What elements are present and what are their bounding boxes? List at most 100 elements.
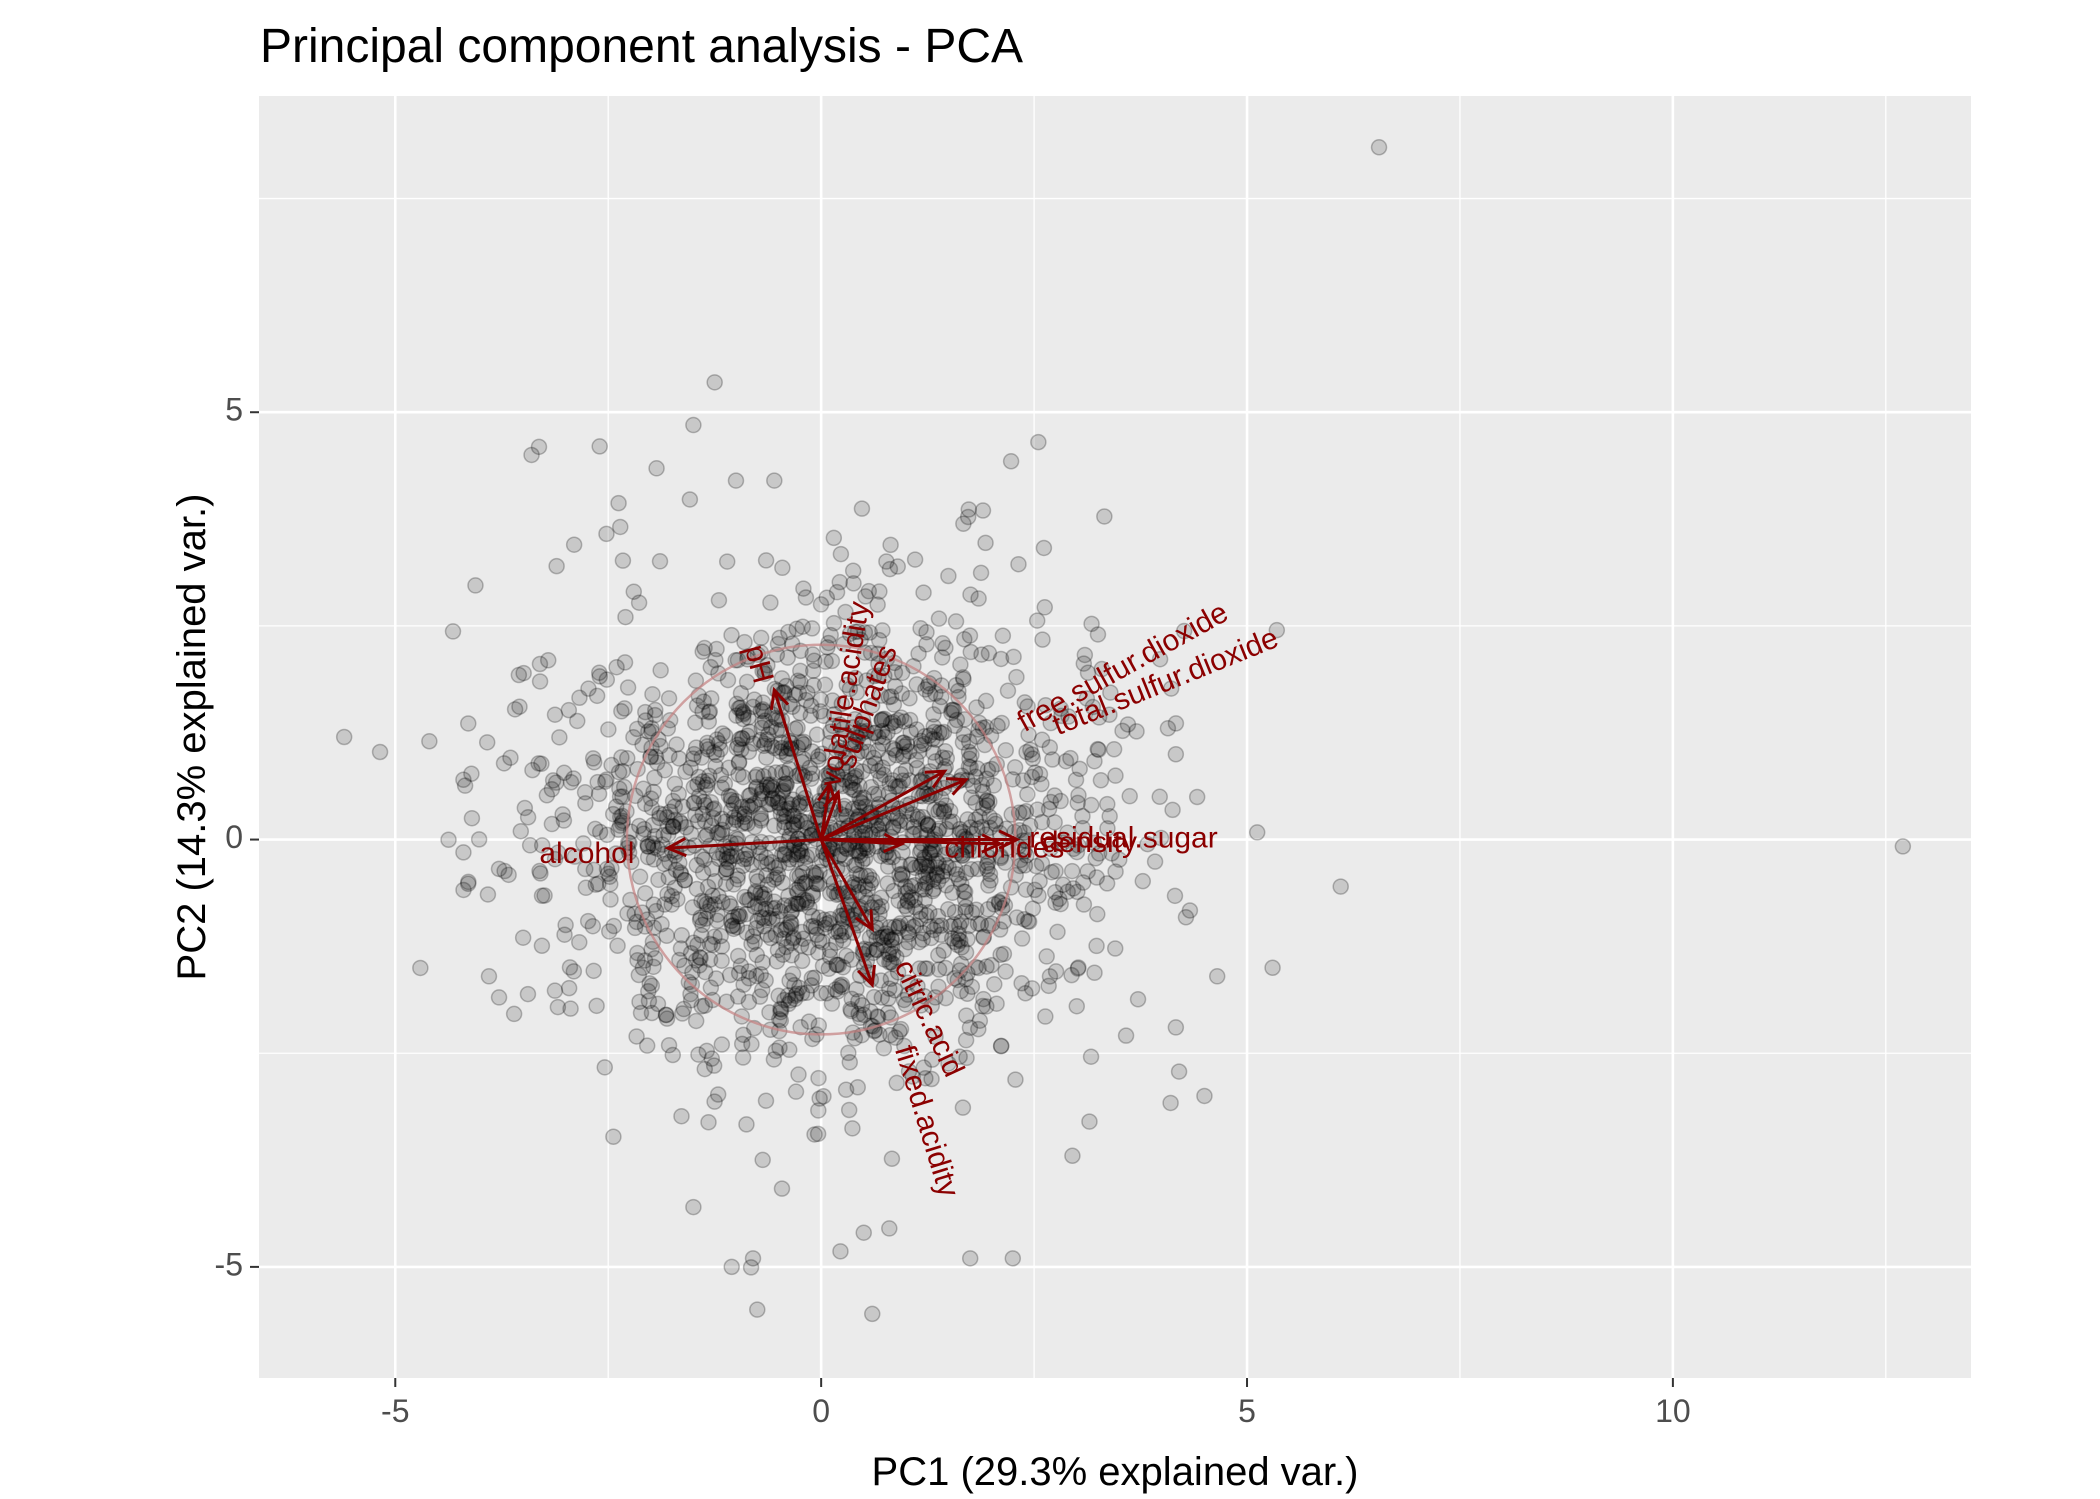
scatter-point (645, 896, 663, 913)
scatter-point (776, 991, 793, 1009)
scatter-point (804, 765, 821, 783)
scatter-point (826, 755, 843, 773)
scatter-point (717, 864, 735, 881)
scatter-point (612, 518, 629, 536)
arrowhead (998, 829, 1021, 850)
scatter-point (611, 817, 629, 834)
scatter-point (1079, 664, 1097, 682)
scatter-point (791, 797, 809, 815)
scatter-point (658, 1006, 675, 1024)
scatter-point (993, 714, 1010, 732)
scatter-point (700, 1114, 717, 1131)
scatter-point (946, 717, 964, 735)
scatter-point (845, 719, 862, 736)
scatter-point (666, 811, 684, 829)
scatter-point (571, 934, 588, 951)
scatter-point (706, 896, 723, 913)
scatter-point (923, 1070, 940, 1088)
scatter-point (916, 728, 934, 745)
scatter-point (941, 813, 958, 830)
scatter-point (754, 714, 771, 732)
scatter-point (987, 815, 1004, 833)
scatter-point (959, 508, 977, 526)
variable-label: chlorides (944, 832, 1064, 865)
scatter-point (708, 970, 725, 987)
scatter-point (505, 1005, 523, 1023)
scatter-point (733, 798, 751, 816)
scatter-point (1026, 764, 1044, 781)
scatter-point (822, 763, 840, 780)
scatter-point (851, 789, 868, 807)
scatter-point (944, 813, 961, 830)
scatter-point (638, 1037, 656, 1054)
scatter-point (609, 937, 626, 954)
scatter-point (772, 1003, 789, 1021)
scatter-point (696, 963, 714, 981)
scatter-point (1105, 740, 1123, 758)
scatter-point (921, 857, 938, 874)
scatter-point (933, 688, 950, 706)
scatter-point (770, 857, 788, 874)
scatter-point (797, 589, 815, 606)
scatter-point (694, 916, 711, 934)
scatter-point (1042, 793, 1060, 811)
scatter-point (952, 982, 969, 1000)
scatter-point (617, 608, 634, 626)
scatter-point (853, 996, 871, 1014)
scatter-point (1099, 795, 1116, 813)
scatter-point (1033, 855, 1051, 872)
scatter-point (695, 851, 713, 868)
scatter-point (1076, 646, 1094, 664)
scatter-point (800, 1013, 818, 1030)
scatter-point (739, 727, 756, 744)
scatter-point (706, 374, 723, 391)
scatter-point (934, 635, 951, 652)
scatter-point (1208, 968, 1226, 985)
scatter-point (752, 853, 770, 870)
scatter-point (802, 918, 820, 935)
scatter-point (755, 910, 773, 927)
scatter-point (1103, 845, 1120, 862)
scatter-point (968, 699, 985, 716)
scatter-point (1081, 1113, 1098, 1130)
scatter-point (914, 931, 931, 948)
scatter-point (871, 583, 888, 600)
scatter-point (533, 887, 551, 905)
scatter-point (752, 629, 770, 647)
scatter-point (833, 978, 851, 996)
scatter-point (749, 895, 767, 912)
scatter-point (978, 797, 996, 814)
scatter-point (916, 735, 933, 753)
scatter-point (629, 951, 646, 969)
scatter-point (460, 873, 477, 891)
scatter-point (880, 749, 897, 767)
scatter-point (863, 697, 881, 714)
scatter-point (519, 985, 537, 1003)
scatter-point (995, 945, 1013, 963)
scatter-point (957, 898, 974, 916)
scatter-point (1063, 966, 1080, 984)
scatter-point (1024, 900, 1042, 917)
scatter-point (914, 808, 932, 826)
scatter-point (916, 881, 934, 898)
scatter-point (854, 763, 871, 780)
scatter-point (847, 842, 865, 859)
scatter-point (906, 551, 924, 568)
scatter-point (687, 739, 705, 756)
scatter-point (1099, 820, 1116, 837)
scatter-point (847, 767, 865, 785)
scatter-point (857, 824, 874, 842)
scatter-point (986, 975, 1003, 993)
scatter-point (696, 1060, 714, 1078)
scatter-point (876, 710, 893, 728)
scatter-point (543, 781, 561, 798)
scatter-point (691, 911, 709, 929)
scatter-point (821, 734, 839, 752)
scatter-point (854, 711, 872, 728)
scatter-point (899, 986, 917, 1003)
scatter-point (884, 713, 902, 731)
scatter-point (847, 733, 865, 750)
scatter-point (728, 739, 746, 757)
scatter-point (1068, 843, 1086, 861)
scatter-point (781, 1041, 798, 1059)
